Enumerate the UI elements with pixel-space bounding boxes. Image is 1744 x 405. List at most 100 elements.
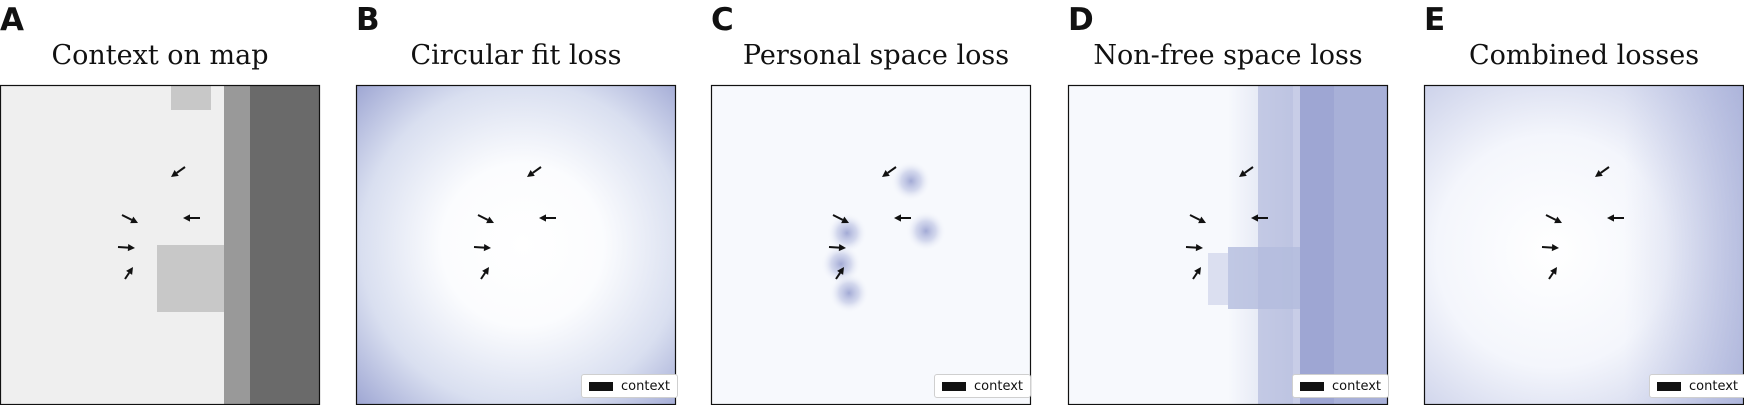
pedestrian-arrow xyxy=(124,267,133,280)
legend-swatch xyxy=(589,381,613,391)
legend-d: context xyxy=(1292,374,1389,398)
arrow-head xyxy=(1239,170,1247,177)
arrow-head xyxy=(1607,214,1614,222)
personal-space-blob xyxy=(891,161,931,201)
panel-letter-c: C xyxy=(711,2,734,38)
legend-label: context xyxy=(1332,378,1381,394)
loss-plot-b xyxy=(355,84,677,405)
legend-swatch xyxy=(1300,381,1324,391)
arrow-head xyxy=(486,216,494,224)
arrow-shaft xyxy=(1600,166,1610,174)
personal-space-blob xyxy=(827,213,867,253)
nonfree-wall xyxy=(1300,85,1334,405)
nonfree-band xyxy=(1258,85,1300,405)
arrow-shaft xyxy=(176,166,186,174)
arrow-head xyxy=(127,243,135,252)
pedestrian-arrow xyxy=(835,267,844,280)
personal-space-blob xyxy=(829,273,869,313)
legend-swatch xyxy=(942,381,966,391)
pedestrian-arrow xyxy=(1548,267,1557,280)
pedestrian-arrow xyxy=(894,214,911,222)
arrows-e xyxy=(1541,166,1624,280)
arrow-shaft xyxy=(835,272,841,280)
arrow-shaft xyxy=(828,246,840,249)
arrows-c xyxy=(828,166,911,280)
panel-title-b: Circular fit loss xyxy=(410,40,622,71)
arrow-shaft xyxy=(1244,166,1254,174)
arrow-head xyxy=(183,214,190,222)
arrow-head xyxy=(539,214,546,222)
loss-plot-d xyxy=(1067,84,1389,405)
legend-e: context xyxy=(1649,374,1744,398)
pedestrian-arrow xyxy=(183,214,200,222)
panel-title-a: Context on map xyxy=(51,40,269,71)
pedestrian-arrow xyxy=(1192,267,1201,280)
pedestrian-arrow xyxy=(480,267,489,280)
panel-letter-a: A xyxy=(0,2,24,38)
nonfree-block-fade xyxy=(1208,253,1228,305)
arrow-shaft xyxy=(121,214,133,221)
arrow-shaft xyxy=(124,272,130,280)
loss-heatmap-c xyxy=(711,85,1031,405)
combined-wall xyxy=(1624,85,1744,405)
arrow-shaft xyxy=(1541,246,1553,249)
arrow-head xyxy=(1194,267,1201,275)
map-wall-mid xyxy=(224,85,250,405)
arrows-d xyxy=(1185,166,1268,280)
pedestrian-arrow xyxy=(1541,243,1559,252)
arrow-head xyxy=(1195,243,1203,252)
panel-b: B Circular fit loss context xyxy=(355,0,686,405)
arrow-shaft xyxy=(1189,214,1201,221)
pedestrian-arrow xyxy=(832,214,849,224)
arrow-head xyxy=(894,214,901,222)
panel-c: C Personal space loss context xyxy=(710,0,1041,405)
arrow-head xyxy=(482,267,489,275)
arrow-head xyxy=(837,267,844,275)
panel-letter-b: B xyxy=(356,2,380,38)
arrow-shaft xyxy=(1185,246,1197,249)
arrow-shaft xyxy=(887,166,897,174)
loss-plot-c xyxy=(710,84,1032,405)
arrows-b xyxy=(473,166,556,280)
arrow-shaft xyxy=(117,246,129,249)
arrow-shaft xyxy=(480,272,486,280)
arrow-shaft xyxy=(1192,272,1198,280)
arrow-head xyxy=(1554,216,1562,224)
arrow-head xyxy=(171,170,179,177)
legend-swatch xyxy=(1657,381,1681,391)
pedestrian-arrow xyxy=(1545,214,1562,224)
pedestrian-arrow xyxy=(121,214,138,224)
pedestrian-arrow xyxy=(1607,214,1624,222)
pedestrian-arrow xyxy=(477,214,494,224)
loss-heatmap-b xyxy=(356,85,676,405)
arrow-shaft xyxy=(477,214,489,221)
arrow-shaft xyxy=(1545,214,1557,221)
legend-label: context xyxy=(1689,378,1738,394)
arrow-head xyxy=(483,243,491,252)
pedestrian-arrow xyxy=(171,166,186,177)
pedestrian-arrow xyxy=(473,243,491,252)
arrow-head xyxy=(1550,267,1557,275)
arrow-shaft xyxy=(473,246,485,249)
pedestrian-arrow xyxy=(828,243,846,252)
arrow-head xyxy=(1198,216,1206,224)
pedestrian-arrow xyxy=(1251,214,1268,222)
loss-plot-e xyxy=(1423,84,1744,405)
nonfree-outer xyxy=(1334,85,1388,405)
arrow-head xyxy=(126,267,133,275)
pedestrian-arrow xyxy=(539,214,556,222)
panel-title-e: Combined losses xyxy=(1468,40,1700,71)
arrow-head xyxy=(841,216,849,224)
arrow-shaft xyxy=(1548,272,1554,280)
arrow-head xyxy=(1251,214,1258,222)
pedestrian-arrow xyxy=(1189,214,1206,224)
panel-e: E Combined losses context xyxy=(1423,0,1744,405)
map-obstacle-block xyxy=(157,245,224,312)
pedestrian-arrow xyxy=(1185,243,1203,252)
pedestrian-arrow xyxy=(882,166,897,177)
arrow-head xyxy=(130,216,138,224)
map-obstacle-top xyxy=(171,85,211,110)
pedestrian-arrow xyxy=(117,243,135,252)
legend-b: context xyxy=(581,374,678,398)
arrows-a xyxy=(117,166,200,280)
